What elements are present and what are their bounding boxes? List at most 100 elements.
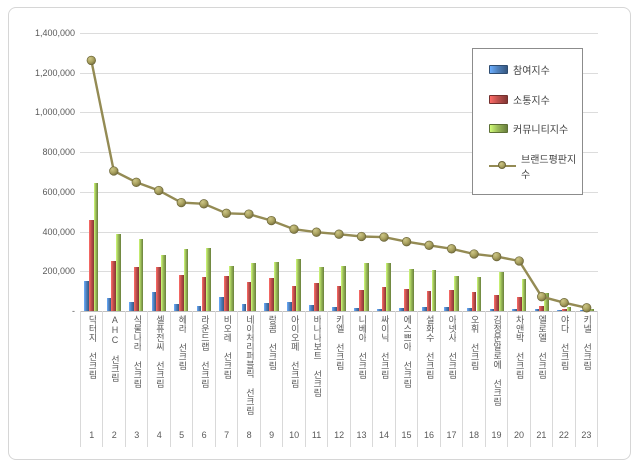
y-tick-label: 1,000,000 <box>34 107 75 118</box>
line-marker <box>221 208 232 218</box>
category-rank: 19 <box>491 430 502 440</box>
category-label: 차앤박 선크림 <box>514 315 524 379</box>
category-cell: 아이오페 선크림 10 <box>283 311 306 447</box>
bar-참여지수 <box>421 307 427 311</box>
category-label: 키넬 선크림 <box>582 315 592 370</box>
legend-swatch-커뮤니티지수 <box>489 124 508 134</box>
bar-소통지수 <box>133 267 139 311</box>
category-label: 비오레 선크림 <box>222 315 232 379</box>
bar-커뮤니티지수 <box>206 247 212 311</box>
category-rank: 10 <box>289 430 300 440</box>
category-cell: 김정문알로에 선크림 19 <box>486 311 509 447</box>
bar-커뮤니티지수 <box>431 269 437 311</box>
category-rank: 5 <box>179 430 185 440</box>
category-rank: 11 <box>311 430 322 440</box>
bar-커뮤니티지수 <box>296 259 302 311</box>
category-label: 라운드랩 선크림 <box>199 315 209 388</box>
legend-label: 소통지수 <box>513 95 550 107</box>
legend-item: 소통지수 <box>489 92 578 107</box>
category-label: 키엘 선크림 <box>334 315 344 370</box>
bar-참여지수 <box>106 297 112 311</box>
line-marker <box>199 199 209 209</box>
category-cell: 엘로엘 선크림 21 <box>531 311 554 447</box>
bar-소통지수 <box>156 266 162 311</box>
category-label: 오휘 선크림 <box>469 315 479 370</box>
category-cell: 야다 선크림 22 <box>553 311 576 447</box>
category-rank: 8 <box>246 430 252 440</box>
legend-swatch-참여지수 <box>489 65 508 75</box>
bar-참여지수 <box>489 309 495 311</box>
bar-참여지수 <box>174 304 179 311</box>
category-cell: 바나나보트 선크림 11 <box>306 311 329 447</box>
legend-line-marker <box>498 160 506 169</box>
bar-소통지수 <box>449 290 454 311</box>
line-marker <box>514 256 524 266</box>
category-cell: 키넬 선크림 23 <box>576 311 599 447</box>
category-label: AHC 선크림 <box>109 315 119 382</box>
legend-label: 커뮤니티지수 <box>513 125 569 137</box>
bar-참여지수 <box>196 306 202 311</box>
bar-커뮤니티지수 <box>386 262 392 311</box>
category-cell: 비오레 선크림 7 <box>216 311 239 447</box>
bar-참여지수 <box>534 309 540 311</box>
line-marker <box>537 292 547 302</box>
category-rank: 13 <box>356 430 367 440</box>
gridline <box>80 112 598 114</box>
category-label: 셀퓨전씨 선크림 <box>154 315 164 388</box>
bar-참여지수 <box>264 302 269 311</box>
category-rank: 12 <box>334 430 345 440</box>
category-label: 바나나보트 선크림 <box>312 315 322 397</box>
bar-커뮤니티지수 <box>409 269 414 311</box>
bar-커뮤니티지수 <box>454 275 459 311</box>
y-tick-label: - <box>72 306 75 316</box>
line-marker <box>582 303 592 313</box>
category-label: 김정문알로에 선크림 <box>492 315 502 406</box>
category-label: 니베아 선크림 <box>357 315 367 379</box>
gridline <box>80 33 598 34</box>
legend-swatch-소통지수 <box>489 94 508 104</box>
line-marker <box>469 249 479 259</box>
category-cell: AHC 선크림 2 <box>103 311 126 447</box>
category-label: 랑콤 선크림 <box>267 315 277 370</box>
category-rank: 22 <box>558 430 569 440</box>
legend: 참여지수 소통지수 커뮤니티지수 브랜드평판지수 <box>472 48 583 195</box>
category-cell: 헤라 선크림 5 <box>171 311 194 447</box>
y-tick-label: 1,200,000 <box>34 67 75 78</box>
bar-소통지수 <box>404 289 409 311</box>
bar-소통지수 <box>471 291 477 311</box>
line-marker <box>154 185 164 196</box>
legend-item: 브랜드평판지수 <box>489 151 578 181</box>
line-marker <box>244 209 254 219</box>
bar-소통지수 <box>539 306 545 311</box>
bar-참여지수 <box>354 308 360 311</box>
legend-item: 커뮤니티지수 <box>489 121 578 136</box>
bar-커뮤니티지수 <box>228 266 234 311</box>
bar-커뮤니티지수 <box>161 255 166 311</box>
line-marker <box>446 244 457 254</box>
category-cell: 싸이닉 선크림 14 <box>373 311 396 447</box>
gridline <box>80 191 598 193</box>
bar-커뮤니티지수 <box>544 292 549 311</box>
category-cell: 네이처리퍼블릭 선크림 8 <box>238 311 261 447</box>
category-rank: 14 <box>379 430 390 440</box>
line-marker <box>379 232 389 242</box>
bar-소통지수 <box>178 275 184 311</box>
category-rank: 4 <box>156 430 162 440</box>
bar-소통지수 <box>224 275 229 311</box>
bar-커뮤니티지수 <box>521 279 527 311</box>
bar-커뮤니티지수 <box>116 233 121 311</box>
bar-소통지수 <box>336 286 342 311</box>
legend-swatch-line <box>489 160 516 171</box>
category-cell: 에스쁘아 선크림 15 <box>396 311 419 447</box>
bar-소통지수 <box>88 219 94 311</box>
line-marker <box>559 298 569 308</box>
category-cell: 닥터지 선크림 1 <box>80 311 104 447</box>
y-tick-label: 200,000 <box>42 266 75 277</box>
bar-참여지수 <box>129 301 134 311</box>
bar-소통지수 <box>381 287 387 311</box>
bar-참여지수 <box>309 305 315 311</box>
y-tick-label: 1,400,000 <box>34 28 75 38</box>
line-marker <box>266 215 277 226</box>
bar-소통지수 <box>314 283 319 311</box>
bar-커뮤니티지수 <box>363 263 369 311</box>
